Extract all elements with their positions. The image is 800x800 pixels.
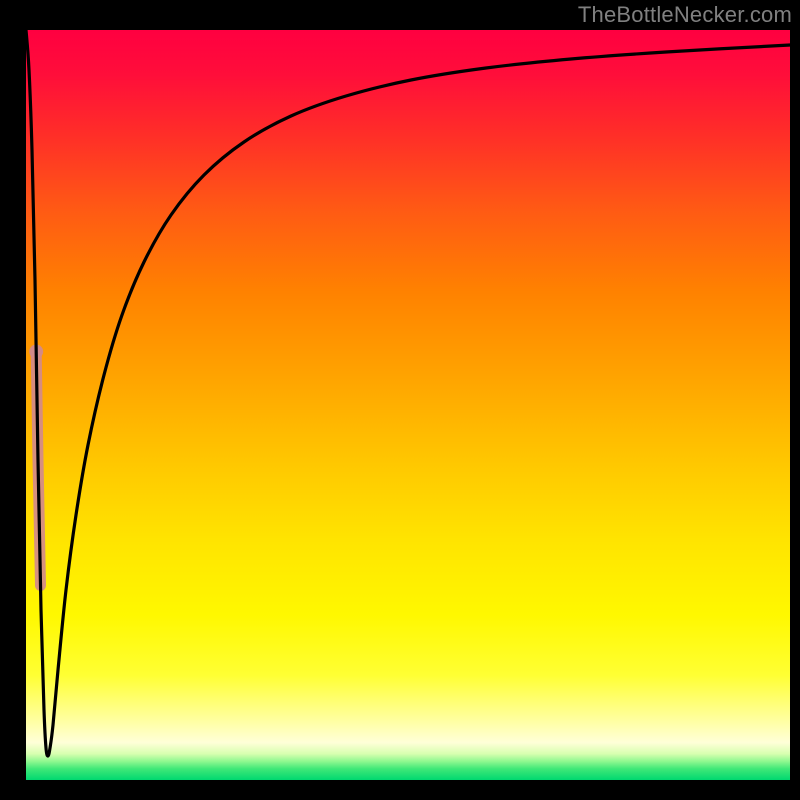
frame-right [790,0,800,800]
watermark-text: TheBottleNecker.com [578,2,792,28]
frame-left [0,0,26,800]
chart-svg [26,30,790,780]
curve-main [26,30,790,756]
frame-bottom [0,780,800,800]
